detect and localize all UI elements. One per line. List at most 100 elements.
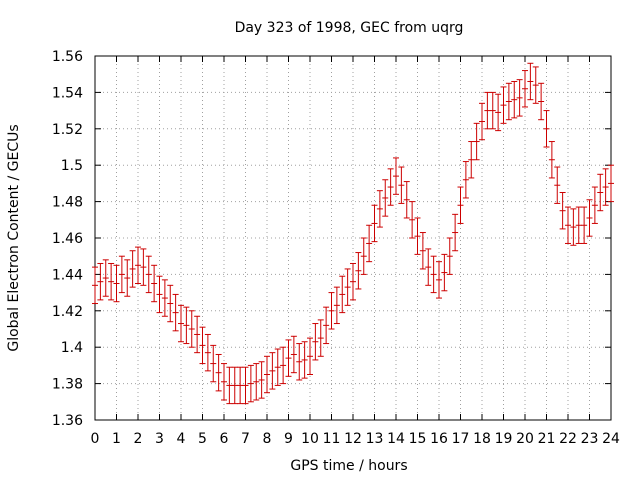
data-point [586, 199, 593, 237]
data-point [274, 348, 281, 386]
x-tick-label: 0 [91, 431, 100, 447]
data-point [269, 352, 276, 390]
data-point [597, 173, 604, 212]
x-tick-label: 6 [220, 431, 229, 447]
data-point [495, 93, 502, 132]
data-point [419, 232, 426, 270]
data-point [608, 164, 614, 203]
axis-ticks: 0 1 2 3 4 5 6 7 8 9 10 11 12 13 14 15 16 17 18 19 20 21 22 23 24… [52, 49, 620, 447]
data-point [258, 361, 265, 399]
data-point [140, 248, 147, 286]
x-tick-label: 16 [430, 431, 448, 447]
data-point [570, 208, 577, 246]
y-tick-label: 1.38 [52, 377, 83, 393]
data-point [543, 110, 550, 148]
y-tick-label: 1.46 [52, 231, 83, 247]
data-point [242, 366, 249, 405]
data-point [178, 304, 184, 343]
data-point [167, 284, 174, 323]
data-point [226, 366, 233, 405]
x-tick-label: 24 [602, 431, 620, 447]
data-point [489, 91, 496, 130]
data-point [414, 217, 421, 255]
x-tick-label: 11 [323, 431, 341, 447]
data-point [231, 366, 238, 405]
data-point [409, 201, 416, 239]
y-tick-label: 1.5 [61, 158, 83, 174]
data-point [333, 286, 340, 325]
data-point [393, 157, 399, 195]
data-point [484, 91, 491, 130]
data-point [118, 255, 125, 294]
data-point [441, 253, 448, 292]
y-tick-label: 1.4 [61, 340, 83, 356]
data-point [516, 79, 523, 117]
data-point [113, 264, 120, 303]
y-tick-label: 1.36 [52, 413, 83, 429]
data-point [188, 310, 195, 348]
x-tick-label: 3 [155, 431, 164, 447]
data-point [204, 333, 211, 372]
data-point [403, 181, 410, 219]
data-point [264, 355, 270, 394]
y-tick-label: 1.42 [52, 304, 83, 320]
y-tick-label: 1.52 [52, 122, 83, 138]
x-tick-label: 15 [409, 431, 427, 447]
data-point [307, 337, 313, 375]
x-tick-label: 20 [516, 431, 534, 447]
data-point [151, 264, 158, 303]
data-point [317, 319, 324, 357]
data-point [253, 363, 260, 401]
x-tick-label: 5 [198, 431, 207, 447]
data-point [237, 366, 244, 405]
data-point [511, 80, 518, 119]
data-point [522, 70, 528, 108]
data-point [312, 323, 319, 361]
data-point [156, 275, 163, 314]
data-point [452, 213, 459, 252]
data-point [92, 266, 98, 305]
data-point [108, 262, 115, 301]
data-point [425, 248, 432, 286]
data-point [296, 343, 303, 381]
data-point [532, 66, 539, 104]
x-tick-label: 19 [495, 431, 513, 447]
data-point [323, 306, 330, 345]
data-series [92, 62, 614, 405]
data-point [436, 261, 442, 299]
data-point [479, 102, 485, 141]
data-point [339, 275, 346, 314]
data-point [102, 259, 109, 297]
data-point [328, 292, 335, 330]
data-point [129, 250, 136, 288]
data-point [446, 237, 453, 275]
data-point [360, 237, 367, 275]
data-point [371, 204, 378, 243]
data-point [559, 192, 566, 230]
data-point [505, 82, 512, 121]
data-point [591, 186, 598, 224]
x-tick-label: 4 [177, 431, 186, 447]
x-tick-label: 22 [559, 431, 577, 447]
data-point [221, 363, 227, 401]
data-point [172, 293, 179, 332]
data-point [554, 166, 561, 204]
data-point [581, 206, 588, 244]
data-point [285, 339, 292, 377]
chart-title: Day 323 of 1998, GEC from uqrg [235, 20, 464, 36]
data-point [387, 168, 394, 206]
data-point [344, 268, 351, 306]
data-point [135, 246, 141, 284]
y-tick-label: 1.54 [52, 85, 83, 101]
data-point [247, 364, 254, 403]
data-point [199, 326, 206, 365]
data-point [350, 262, 356, 301]
data-point [145, 255, 152, 294]
y-tick-label: 1.56 [52, 49, 83, 65]
x-tick-label: 2 [134, 431, 143, 447]
data-point [124, 259, 131, 297]
data-point [97, 262, 104, 301]
data-point [548, 141, 555, 179]
